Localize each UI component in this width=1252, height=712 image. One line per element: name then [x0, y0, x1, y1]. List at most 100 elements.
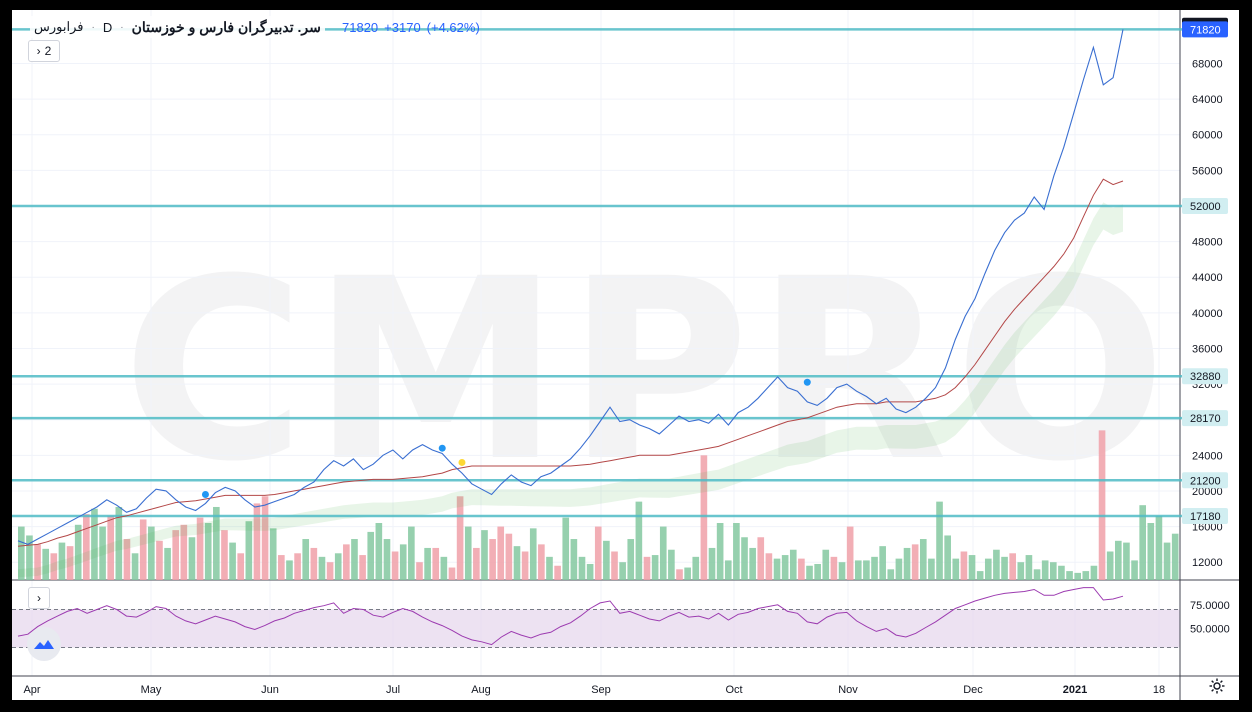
- volume-bar: [1009, 553, 1016, 580]
- volume-bar: [123, 539, 131, 580]
- signal-marker: [803, 378, 811, 386]
- volume-bar: [846, 526, 854, 580]
- volume-bar: [854, 560, 862, 580]
- indicators-toggle-button[interactable]: › 2: [28, 40, 60, 62]
- volume-bar: [521, 551, 529, 580]
- volume-bar: [538, 544, 545, 580]
- volume-bar: [204, 523, 212, 580]
- volume-bar: [1131, 560, 1138, 580]
- timeframe-label[interactable]: D: [102, 19, 113, 35]
- price-axis-tick: 40000: [1192, 308, 1223, 320]
- volume-bar: [115, 506, 123, 580]
- volume-bar: [1025, 555, 1033, 580]
- volume-bar: [359, 555, 366, 580]
- volume-bar: [1123, 542, 1130, 580]
- volume-bar: [278, 555, 285, 580]
- volume-bar: [1139, 505, 1146, 580]
- rsi-band: [12, 609, 1180, 648]
- volume-bar: [156, 540, 163, 580]
- volume-bar: [253, 503, 261, 580]
- price-axis-label-bg: [1182, 410, 1228, 427]
- volume-bar: [1049, 562, 1057, 580]
- volume-bar: [334, 553, 342, 580]
- volume-bar: [757, 537, 765, 580]
- volume-bar: [903, 547, 911, 580]
- volume-bar: [911, 544, 919, 580]
- volume-bar: [692, 556, 700, 580]
- volume-bar: [26, 535, 33, 580]
- rsi-axis-tick: 75.0000: [1190, 600, 1230, 612]
- volume-bar: [1155, 515, 1163, 580]
- volume-bar: [928, 558, 935, 580]
- price-axis-tick: 68000: [1192, 58, 1223, 70]
- volume-bar: [416, 562, 423, 580]
- chart-frame[interactable]: CMPRO 1200016000200002400028000320003600…: [12, 10, 1239, 700]
- tradingview-logo-icon[interactable]: [27, 627, 61, 661]
- price-axis-label-bg: [1182, 21, 1228, 38]
- ichimoku-cloud: [18, 202, 1123, 578]
- volume-bar: [497, 526, 505, 580]
- volume-bar: [391, 551, 399, 580]
- volume-bar: [765, 553, 773, 580]
- volume-bar: [814, 563, 821, 580]
- volume-bar: [944, 535, 951, 580]
- legend-dot: ·: [120, 21, 124, 33]
- volume-bar: [58, 542, 66, 580]
- volume-bar: [213, 506, 220, 580]
- price-axis-level-label: 32880: [1190, 371, 1221, 383]
- symbol-name[interactable]: سر. تدبيرگران فارس و خوزستان: [131, 18, 321, 35]
- volume-bar: [708, 547, 716, 580]
- legend-dot: ·: [91, 21, 95, 33]
- volume-bar: [1082, 571, 1090, 580]
- price-axis-tick: 24000: [1192, 450, 1223, 462]
- time-axis-tick: Jul: [386, 684, 400, 696]
- volume-bar: [196, 517, 204, 580]
- volume-bar: [871, 556, 878, 580]
- volume-bar: [594, 526, 602, 580]
- rsi-toggle-button[interactable]: ›: [28, 587, 50, 609]
- volume-bar: [578, 556, 586, 580]
- volume-bar: [936, 501, 943, 580]
- gear-icon[interactable]: [1207, 676, 1227, 696]
- volume-bar: [172, 530, 180, 580]
- price-axis-tick: 12000: [1192, 557, 1223, 569]
- price-axis-level-label: 17180: [1190, 511, 1221, 523]
- volume-bar: [968, 555, 976, 580]
- volume-bar: [351, 539, 358, 580]
- volume-bar: [984, 558, 992, 580]
- volume-bar: [432, 547, 440, 580]
- volume-bar: [781, 555, 789, 580]
- volume-bar: [724, 560, 732, 580]
- price-axis-tick: 36000: [1192, 343, 1223, 355]
- legend: فرابورس · D · سر. تدبيرگران فارس و خوزست…: [30, 16, 325, 38]
- volume-bar: [237, 553, 245, 580]
- volume-bar: [91, 508, 98, 580]
- volume-bar: [83, 514, 90, 580]
- volume-bar: [976, 571, 984, 580]
- volume-bar: [1066, 571, 1073, 580]
- signal-marker: [438, 444, 446, 452]
- volume-bar: [830, 556, 838, 580]
- time-axis-tick: Sep: [591, 684, 611, 696]
- volume-bar: [684, 567, 691, 580]
- signal-marker: [458, 458, 466, 466]
- volume-bar: [676, 569, 683, 580]
- legend-values: 71820 +3170 (+4.62%): [342, 16, 480, 38]
- signal-marker: [201, 491, 209, 498]
- price-chart[interactable]: 1200016000200002400028000320003600040000…: [12, 10, 1239, 700]
- volume-bar: [18, 526, 25, 580]
- volume-bar: [286, 560, 293, 580]
- volume-bar: [1090, 565, 1098, 580]
- time-axis-tick: May: [141, 684, 162, 696]
- volume-bar: [586, 563, 594, 580]
- price-axis-tick: 48000: [1192, 237, 1223, 249]
- volume-bar: [302, 539, 310, 580]
- time-axis-tick: 18: [1153, 684, 1165, 696]
- volume-bar: [131, 553, 139, 580]
- volume-bar: [42, 548, 50, 580]
- volume-bar: [619, 562, 626, 580]
- exchange-label: فرابورس: [34, 19, 84, 34]
- time-axis-tick: Dec: [963, 684, 983, 696]
- price-axis-tick: 60000: [1192, 130, 1223, 142]
- volume-bar: [919, 539, 927, 580]
